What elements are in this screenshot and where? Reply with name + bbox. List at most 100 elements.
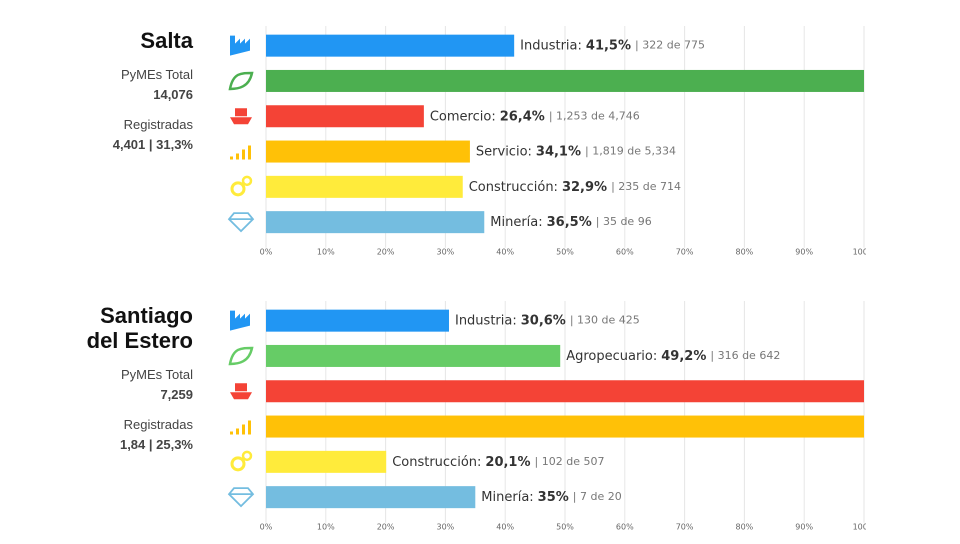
data-label: Minería: 35% | 7 de 20 [481, 490, 621, 505]
x-tick-label: 100% [853, 523, 876, 532]
icon [230, 310, 250, 331]
value-label: 36,5% [547, 215, 592, 230]
category-label: Construcción: [469, 179, 558, 194]
stat-value: 14,076 [153, 87, 193, 102]
stat-label: PyMEs Total [120, 67, 193, 82]
bar [266, 34, 515, 57]
bar [266, 344, 561, 367]
value-label: 35% [538, 490, 569, 505]
bar [266, 380, 864, 403]
x-tick-label: 10% [317, 248, 335, 257]
value-label: 32,9% [562, 179, 607, 194]
value-label: 41,5% [586, 38, 631, 53]
data-label: Construcción: 32,9% | 235 de 714 [469, 179, 681, 194]
icon [228, 346, 254, 366]
x-tick-label: 10% [317, 523, 335, 532]
icon [227, 212, 255, 233]
icon [230, 383, 252, 400]
detail-label: | 316 de 642 [710, 349, 780, 362]
icon [227, 487, 255, 508]
category-label: Comercio: [430, 109, 496, 124]
summary-panel: Santiago del Estero PyMEs Total 7,259 Regis… [83, 303, 193, 465]
detail-label: | 1,819 de 5,334 [585, 145, 676, 158]
value-label: 30,6% [521, 313, 566, 328]
data-label: Industria: 41,5% | 322 de 775 [520, 38, 705, 53]
bar [266, 140, 470, 163]
x-tick-label: 80% [736, 523, 754, 532]
detail-label: | 322 de 775 [635, 39, 705, 52]
summary-panel: Salta PyMEs Total 14,076 Registradas 4,401 |… [83, 28, 193, 165]
bar [266, 450, 387, 473]
detail-label: | 102 de 507 [535, 455, 605, 468]
stat-label: PyMEs Total [120, 367, 193, 382]
bar [266, 105, 424, 128]
icon [230, 35, 250, 56]
data-label: Agropecuario: 49,2% | 316 de 642 [566, 348, 780, 363]
bar [266, 486, 476, 509]
data-label: Servicio: 34,1% | 1,819 de 5,334 [476, 144, 676, 159]
bar [266, 69, 864, 92]
x-tick-label: 20% [377, 248, 395, 257]
x-tick-label: 30% [437, 248, 455, 257]
x-tick-label: 100% [853, 248, 876, 257]
value-label: 49,2% [661, 348, 706, 363]
category-label: Agropecuario: [566, 348, 657, 363]
category-label: Industria: [455, 313, 517, 328]
x-tick-label: 40% [496, 523, 514, 532]
bar-chart: 0% 10% 20% 30% 40% 50% 60% 70% 80% 90% 100% Industr… [227, 26, 876, 257]
x-tick-label: 60% [616, 523, 634, 532]
x-tick-label: 50% [556, 523, 574, 532]
icon [228, 71, 254, 91]
icon [230, 181, 246, 197]
icon [241, 450, 253, 462]
detail-label: | 35 de 96 [596, 215, 652, 228]
bar [266, 175, 463, 198]
value-label: 26,4% [500, 109, 545, 124]
x-tick-label: 0% [260, 248, 273, 257]
x-tick-label: 20% [377, 523, 395, 532]
x-tick-label: 60% [616, 248, 634, 257]
x-tick-label: 40% [496, 248, 514, 257]
category-label: Construcción: [392, 454, 481, 469]
x-tick-label: 50% [556, 248, 574, 257]
icon [230, 145, 251, 160]
x-tick-label: 90% [795, 523, 813, 532]
category-label: Minería: [490, 215, 542, 230]
category-label: Minería: [481, 490, 533, 505]
detail-label: | 130 de 425 [570, 314, 640, 327]
value-label: 20,1% [485, 454, 530, 469]
x-tick-label: 30% [437, 523, 455, 532]
bar [266, 415, 864, 438]
icon [230, 420, 251, 435]
icon [241, 175, 253, 187]
stat-label: Registradas [123, 117, 193, 132]
detail-label: | 1,253 de 4,746 [549, 109, 640, 122]
bar [266, 211, 485, 234]
bar-chart: 0% 10% 20% 30% 40% 50% 60% 70% 80% 90% 100% Industr… [227, 301, 876, 532]
data-label: Industria: 30,6% | 130 de 425 [455, 313, 640, 328]
x-tick-label: 0% [260, 523, 273, 532]
data-label: Comercio: 26,4% | 1,253 de 4,746 [430, 109, 640, 124]
category-label: Servicio: [476, 144, 532, 159]
chart-title: Salta [140, 28, 193, 53]
data-label: Construcción: 20,1% | 102 de 507 [392, 454, 604, 469]
x-tick-label: 90% [795, 248, 813, 257]
stat-label: Registradas [123, 417, 193, 432]
icon [230, 108, 252, 125]
category-label: Industria: [520, 38, 582, 53]
x-tick-label: 80% [736, 248, 754, 257]
data-label: Minería: 36,5% | 35 de 96 [490, 215, 651, 230]
stat-value: 4,401 | 31,3% [112, 137, 193, 152]
x-tick-label: 70% [676, 523, 694, 532]
x-tick-label: 70% [676, 248, 694, 257]
bar [266, 309, 449, 332]
detail-label: | 7 de 20 [573, 490, 622, 503]
stat-value: 7,259 [160, 387, 193, 402]
value-label: 34,1% [536, 144, 581, 159]
chart-title: Santiago del Estero [86, 303, 193, 353]
stat-value: 1,84 | 25,3% [119, 437, 193, 452]
detail-label: | 235 de 714 [611, 180, 681, 193]
icon [230, 456, 246, 472]
